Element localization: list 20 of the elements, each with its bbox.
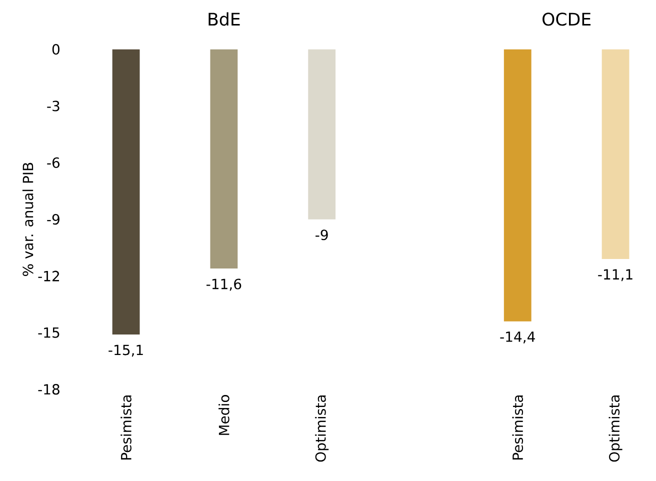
data-label: -11,1 bbox=[598, 269, 632, 281]
x-tick-label: Pesimista bbox=[512, 395, 524, 460]
text: BdE bbox=[208, 12, 240, 26]
y-tick-label: 0 bbox=[52, 44, 60, 54]
y-axis-title: % var. anual PIB bbox=[22, 162, 34, 276]
x-tick-label: Medio bbox=[218, 394, 230, 435]
y-tick-label: -6 bbox=[47, 157, 60, 168]
data-label: -15,1 bbox=[108, 344, 143, 356]
x-tick-label: Optimista bbox=[608, 395, 622, 462]
x-tick-label: Pesimista bbox=[120, 395, 132, 460]
text: OCDE bbox=[542, 12, 590, 26]
y-tick-label: -12 bbox=[38, 270, 59, 282]
y-tick-label: -3 bbox=[47, 100, 60, 112]
y-tick-label: -18 bbox=[38, 384, 60, 394]
data-label: -9 bbox=[316, 229, 328, 240]
data-label: -11,6 bbox=[206, 278, 242, 291]
y-tick-label: -9 bbox=[47, 214, 60, 224]
data-label: -14,4 bbox=[500, 331, 535, 344]
y-tick-label: -15 bbox=[38, 327, 60, 338]
x-tick-label: Optimista bbox=[315, 395, 329, 462]
